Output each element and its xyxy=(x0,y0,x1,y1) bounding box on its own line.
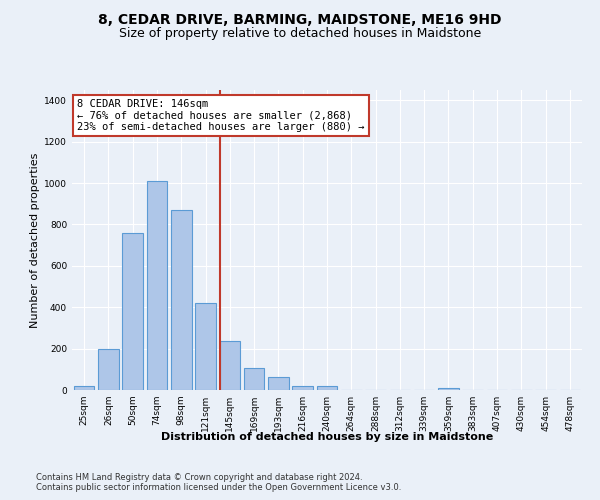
Bar xyxy=(98,348,119,390)
Y-axis label: Number of detached properties: Number of detached properties xyxy=(30,152,40,328)
Bar xyxy=(195,303,216,390)
Text: Contains public sector information licensed under the Open Government Licence v3: Contains public sector information licen… xyxy=(36,482,401,492)
Text: Distribution of detached houses by size in Maidstone: Distribution of detached houses by size … xyxy=(161,432,493,442)
Text: 8, CEDAR DRIVE, BARMING, MAIDSTONE, ME16 9HD: 8, CEDAR DRIVE, BARMING, MAIDSTONE, ME16… xyxy=(98,12,502,26)
Bar xyxy=(268,376,289,390)
Bar xyxy=(171,210,191,390)
Bar xyxy=(244,368,265,390)
Text: Size of property relative to detached houses in Maidstone: Size of property relative to detached ho… xyxy=(119,28,481,40)
Text: Contains HM Land Registry data © Crown copyright and database right 2024.: Contains HM Land Registry data © Crown c… xyxy=(36,472,362,482)
Bar xyxy=(438,388,459,390)
Bar xyxy=(122,233,143,390)
Bar xyxy=(74,386,94,390)
Bar xyxy=(317,386,337,390)
Bar xyxy=(292,386,313,390)
Text: 8 CEDAR DRIVE: 146sqm
← 76% of detached houses are smaller (2,868)
23% of semi-d: 8 CEDAR DRIVE: 146sqm ← 76% of detached … xyxy=(77,99,365,132)
Bar xyxy=(146,181,167,390)
Bar xyxy=(220,342,240,390)
